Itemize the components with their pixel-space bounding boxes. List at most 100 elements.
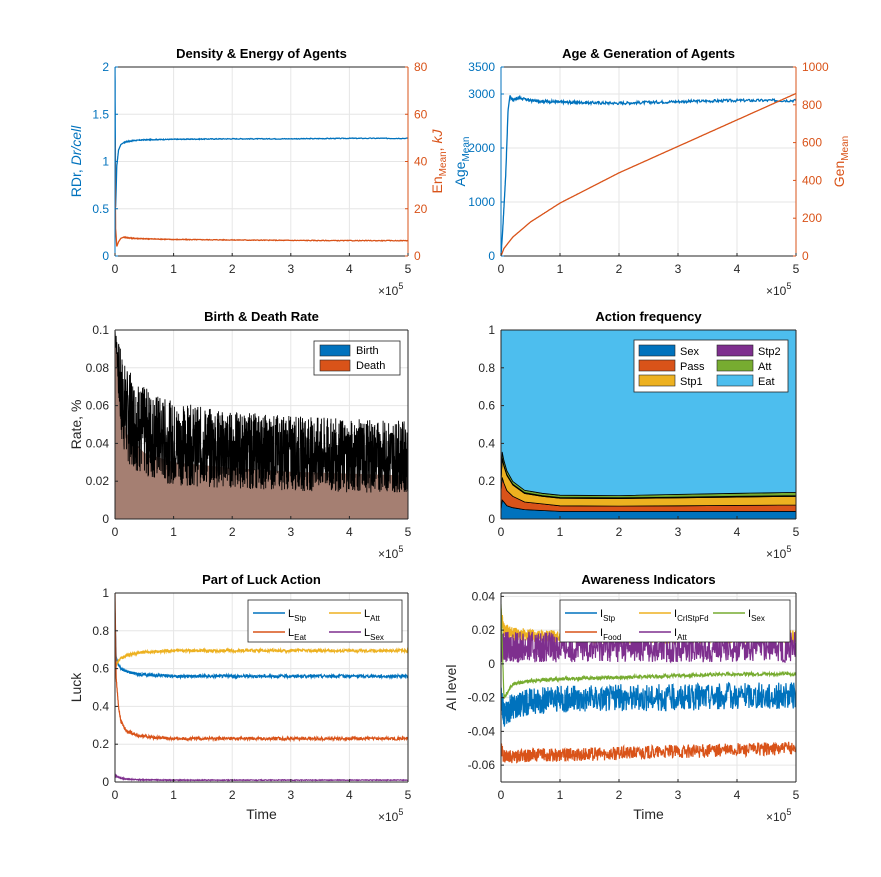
y-tick-label: 0 bbox=[102, 512, 109, 526]
y-tick-label: 0.04 bbox=[86, 436, 110, 450]
exponent-power: 5 bbox=[786, 281, 791, 291]
x-exponent-label: ×105 bbox=[766, 281, 791, 298]
y2label-sub: Mean bbox=[840, 136, 851, 161]
y2-axis-label: GenMean bbox=[831, 136, 851, 187]
plot-content bbox=[115, 67, 408, 247]
x-tick-label: 0 bbox=[112, 525, 119, 539]
exponent-base: ×10 bbox=[766, 284, 787, 298]
series-line-i_food bbox=[501, 741, 796, 764]
legend-label-eat: Eat bbox=[758, 376, 775, 388]
y-tick-label: 0.06 bbox=[86, 399, 110, 413]
y-axis-label: AgeMean bbox=[452, 137, 472, 187]
legend-label-sub: Sex bbox=[370, 633, 384, 642]
x-tick-label: 1 bbox=[557, 788, 564, 802]
x-exponent-label: ×105 bbox=[766, 544, 791, 561]
x-axis-label: Time bbox=[246, 806, 277, 822]
legend-label-base: I bbox=[674, 608, 677, 620]
legend-label-birth: Birth bbox=[356, 345, 379, 357]
x-exponent-label: ×105 bbox=[378, 544, 403, 561]
x-tick-label: 2 bbox=[229, 788, 236, 802]
legend-swatch-stp2 bbox=[716, 344, 754, 357]
legend: Sex Stp2 Pass Att Stp1 Eat bbox=[633, 339, 789, 393]
x-tick-label: 1 bbox=[557, 525, 564, 539]
x-tick-label: 4 bbox=[734, 525, 741, 539]
y2label-sub: Mean bbox=[438, 151, 449, 176]
exponent-power: 5 bbox=[398, 807, 403, 817]
x-tick-label: 2 bbox=[616, 788, 623, 802]
series-line-i_sex bbox=[501, 604, 796, 699]
y-tick-label: 1 bbox=[488, 323, 495, 337]
legend-box bbox=[247, 599, 403, 643]
y-tick-label: 0.8 bbox=[92, 624, 109, 638]
y-tick-label: 3000 bbox=[468, 87, 495, 101]
legend-label-sub: Eat bbox=[294, 633, 307, 642]
x-tick-label: 1 bbox=[170, 525, 177, 539]
legend-swatch-death bbox=[319, 359, 351, 372]
legend-label-l_eat: LEat bbox=[288, 627, 307, 642]
x-tick-label: 5 bbox=[793, 262, 800, 276]
legend-label-i_food: IFood bbox=[600, 627, 621, 642]
y-tick-label: 0.5 bbox=[92, 202, 109, 216]
x-tick-label: 3 bbox=[675, 262, 682, 276]
x-tick-label: 0 bbox=[498, 525, 505, 539]
exponent-base: ×10 bbox=[766, 547, 787, 561]
x-tick-label: 5 bbox=[405, 525, 412, 539]
y-tick-label: 0 bbox=[102, 775, 109, 789]
chart-title: Density & Energy of Agents bbox=[176, 46, 347, 61]
x-tick-label: 3 bbox=[675, 525, 682, 539]
legend-label-base: I bbox=[674, 627, 677, 639]
birth-noise-line bbox=[115, 330, 408, 493]
legend-label-sex: Sex bbox=[680, 346, 699, 358]
x-tick-label: 0 bbox=[112, 262, 119, 276]
legend-label-att: Att bbox=[758, 361, 771, 373]
x-tick-label: 2 bbox=[229, 262, 236, 276]
legend-label-base: I bbox=[748, 608, 751, 620]
legend-label-stp2: Stp2 bbox=[758, 346, 781, 358]
y-tick-label: 0.2 bbox=[92, 737, 109, 751]
y2-tick-label: 0 bbox=[802, 249, 809, 263]
exponent-power: 5 bbox=[398, 281, 403, 291]
y-tick-label: -0.02 bbox=[468, 691, 496, 705]
plot-content bbox=[501, 92, 796, 256]
legend-label-i_crlstpfd: ICrlStpFd bbox=[674, 608, 709, 623]
x-tick-label: 2 bbox=[229, 525, 236, 539]
y-tick-label: 0.4 bbox=[478, 436, 495, 450]
exponent-base: ×10 bbox=[766, 810, 787, 824]
y-tick-label: 2000 bbox=[468, 141, 495, 155]
y2label-part: En bbox=[429, 176, 445, 193]
legend-label-i_stp: IStp bbox=[600, 608, 616, 623]
x-tick-label: 2 bbox=[616, 262, 623, 276]
x-tick-label: 4 bbox=[346, 262, 353, 276]
y-tick-label: 0.08 bbox=[86, 361, 110, 375]
legend-label-l_stp: LStp bbox=[288, 608, 307, 623]
legend-swatch-att bbox=[716, 359, 754, 372]
legend-swatch-stp1 bbox=[638, 374, 676, 387]
legend-label-base: L bbox=[288, 608, 294, 620]
x-tick-label: 1 bbox=[170, 262, 177, 276]
legend-label-stp1: Stp1 bbox=[680, 376, 703, 388]
series-line-Age_Mean bbox=[501, 94, 796, 256]
ylabel-part: RDr, bbox=[68, 165, 84, 197]
y-tick-label: -0.06 bbox=[468, 758, 496, 772]
y-axis-label: RDr, Dr/cell bbox=[68, 125, 84, 197]
x-tick-label: 1 bbox=[170, 788, 177, 802]
y2-tick-label: 800 bbox=[802, 98, 822, 112]
series-line-En_Mean bbox=[115, 137, 408, 247]
series-line-l_stp bbox=[115, 612, 408, 680]
legend-label-sub: CrlStpFd bbox=[677, 614, 709, 623]
legend-label-sub: Att bbox=[677, 633, 688, 642]
y2-tick-label: 60 bbox=[414, 107, 428, 121]
y2label-part-italic: kJ bbox=[429, 129, 445, 144]
x-tick-label: 3 bbox=[287, 525, 294, 539]
legend-label-base: L bbox=[288, 627, 294, 639]
legend-label-base: I bbox=[600, 627, 603, 639]
exponent-power: 5 bbox=[786, 807, 791, 817]
y-tick-label: 1.5 bbox=[92, 107, 109, 121]
y-tick-label: -0.04 bbox=[468, 724, 496, 738]
y2-tick-label: 1000 bbox=[802, 60, 829, 74]
x-exponent-label: ×105 bbox=[766, 807, 791, 824]
